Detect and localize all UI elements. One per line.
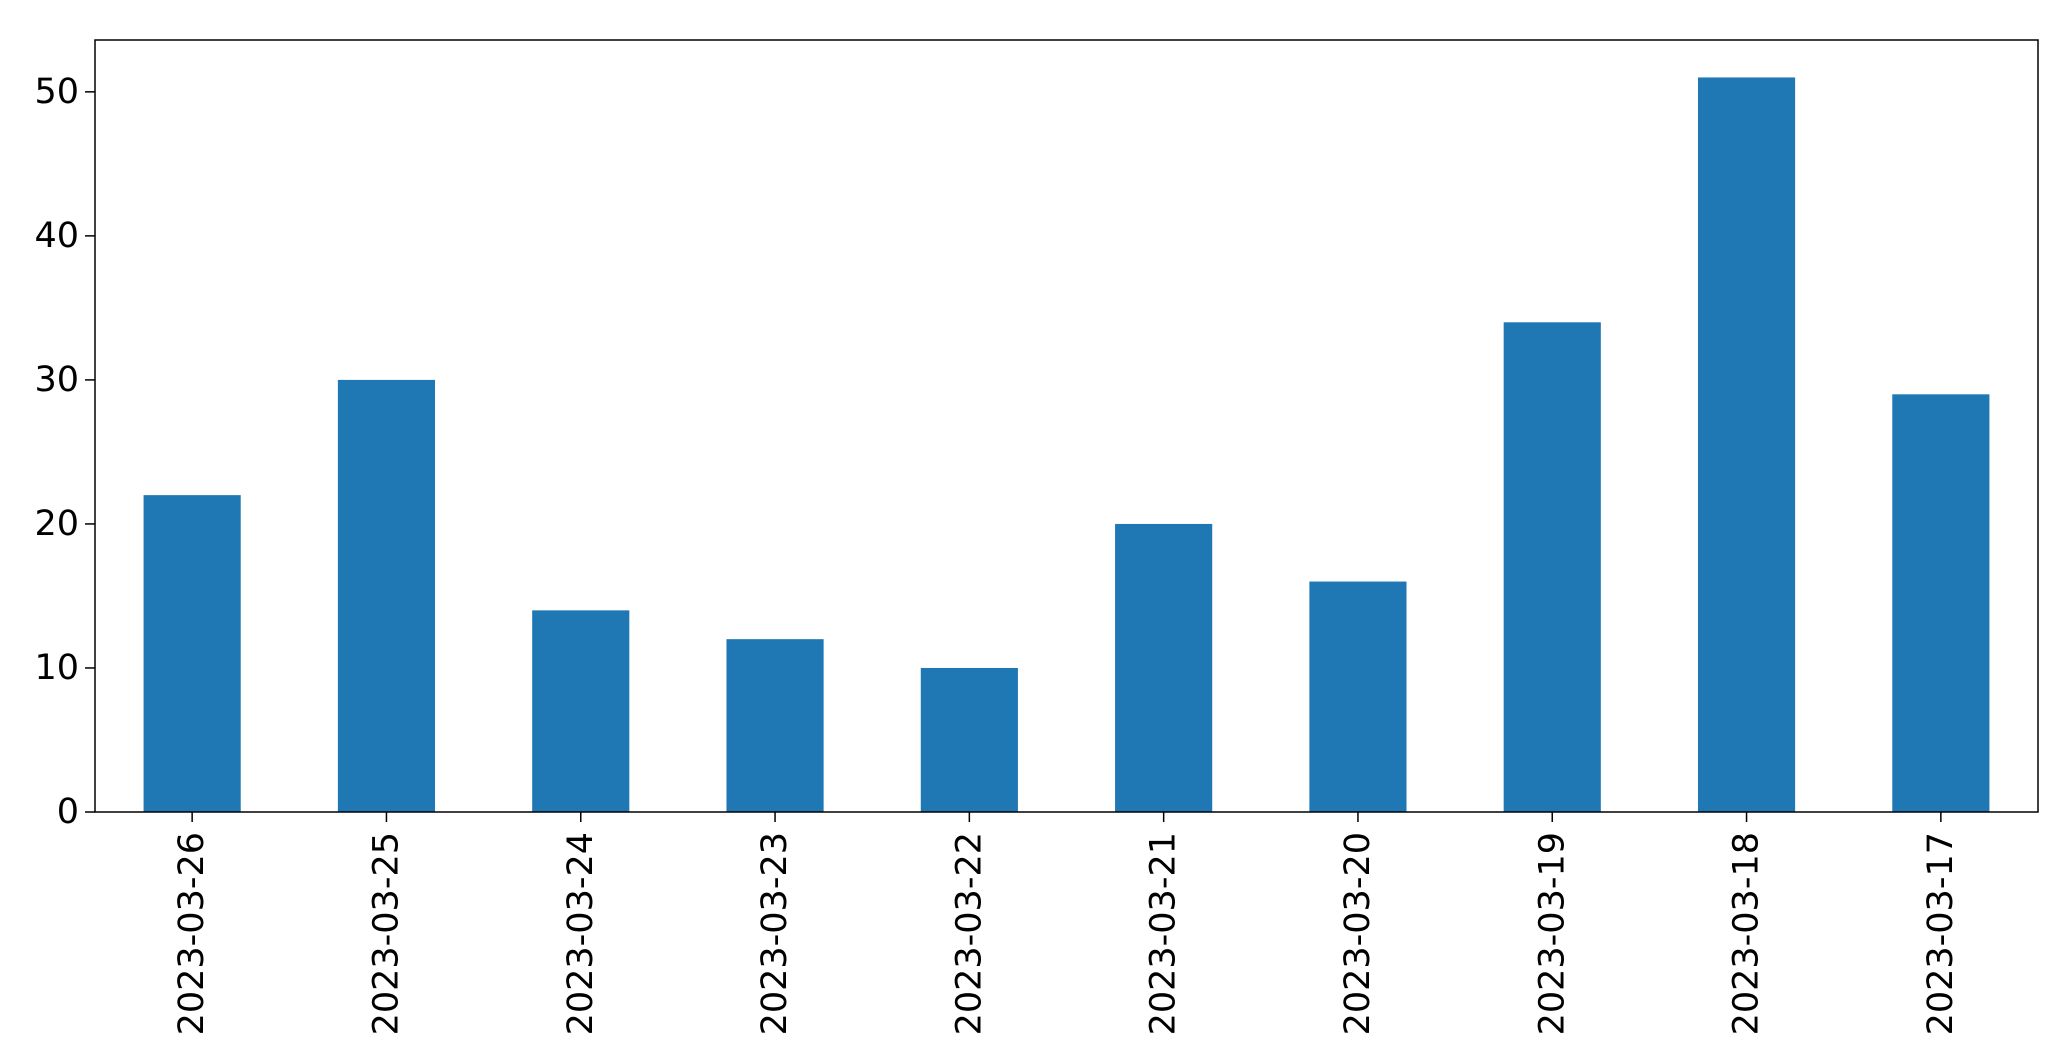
y-tick-label: 40 (34, 216, 79, 256)
bar-2023-03-22 (920, 667, 1018, 812)
y-axis: 0 10 20 30 40 50 (34, 72, 95, 832)
x-tick-label: 2023-03-25 (366, 832, 406, 1035)
x-axis: 2023-03-26 2023-03-25 2023-03-24 2023-03-23… (172, 812, 1961, 1035)
x-tick-label: 2023-03-18 (1727, 832, 1767, 1035)
x-tick-label: 2023-03-20 (1338, 832, 1378, 1035)
x-tick-label: 2023-03-19 (1532, 832, 1572, 1035)
bar-2023-03-20 (1309, 581, 1407, 812)
bar-2023-03-18 (1697, 77, 1796, 813)
plot-area-frame (94, 39, 2039, 813)
bar-2023-03-23 (726, 639, 824, 812)
bars-layer (143, 77, 1990, 813)
y-tick-label: 0 (57, 792, 79, 832)
x-tick-label: 2023-03-24 (561, 832, 601, 1035)
y-tick-label: 50 (34, 72, 79, 112)
x-tick-label: 2023-03-17 (1921, 832, 1961, 1035)
bar-2023-03-21 (1115, 523, 1213, 812)
bar-2023-03-17 (1892, 394, 1990, 812)
y-tick-label: 30 (34, 360, 79, 400)
x-tick-label: 2023-03-26 (172, 832, 212, 1035)
bar-2023-03-24 (532, 610, 630, 812)
bar-2023-03-26 (143, 495, 241, 812)
y-tick-label: 20 (34, 504, 79, 544)
bar-2023-03-19 (1503, 322, 1601, 812)
y-tick-label: 10 (34, 648, 79, 688)
x-tick-label: 2023-03-22 (949, 832, 989, 1035)
x-tick-label: 2023-03-23 (755, 832, 795, 1035)
bar-2023-03-25 (337, 379, 436, 812)
x-tick-label: 2023-03-21 (1144, 832, 1184, 1035)
